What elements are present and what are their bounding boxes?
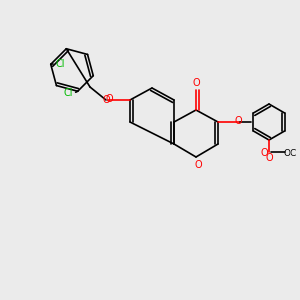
Text: O: O xyxy=(194,160,202,170)
Text: O: O xyxy=(234,116,242,126)
Text: O: O xyxy=(265,153,273,163)
Text: Cl: Cl xyxy=(56,59,65,69)
Text: O: O xyxy=(260,148,268,158)
Text: O: O xyxy=(102,95,110,105)
Text: O: O xyxy=(105,94,113,104)
Text: O: O xyxy=(192,78,200,88)
Text: Cl: Cl xyxy=(63,88,73,98)
Text: OC: OC xyxy=(283,148,296,158)
